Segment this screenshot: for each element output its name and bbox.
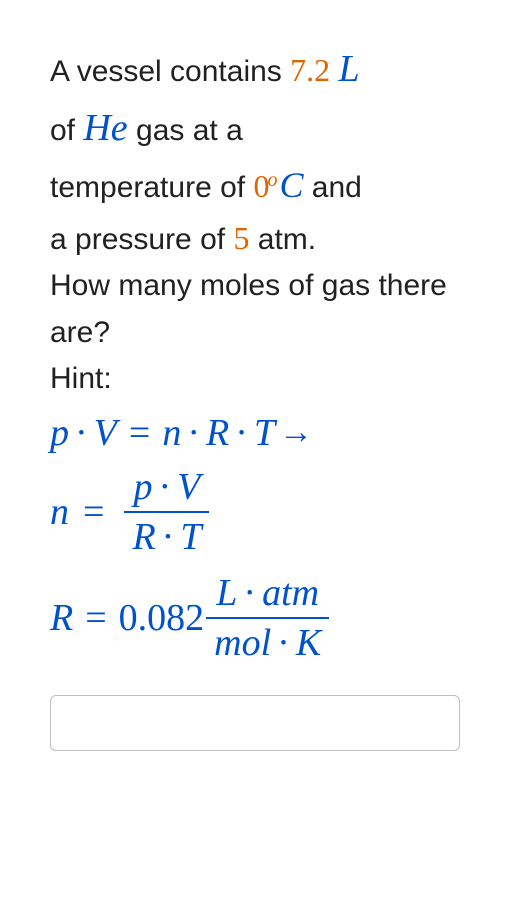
sym-p: p (50, 411, 69, 455)
sym-v: V (177, 466, 200, 508)
text-frag: of (50, 114, 83, 147)
unit-k: K (296, 622, 321, 664)
sym-n: n (50, 490, 69, 534)
sym-t: T (180, 516, 201, 558)
pressure-value: 5 (233, 220, 249, 256)
hint-label: Hint: (50, 362, 112, 395)
equals-op: = (73, 596, 118, 640)
temp-unit: C (279, 165, 303, 205)
equals-op: = (117, 411, 162, 455)
unit-atm: atm (262, 572, 319, 614)
text-frag: gas at a (128, 114, 243, 147)
equals-op: = (69, 490, 118, 534)
text-frag: A vessel contains (50, 55, 290, 88)
dot-op: · (237, 572, 262, 614)
text-frag: atm. (249, 223, 316, 256)
sym-r: R (206, 411, 229, 455)
sym-p: p (134, 466, 153, 508)
question-text: How many moles of gas there are? (50, 269, 447, 349)
dot-op: · (271, 622, 296, 664)
sym-t: T (254, 411, 275, 455)
dot-op: · (153, 466, 178, 508)
dot-op: · (181, 411, 206, 455)
unit-mol: mol (214, 622, 271, 664)
text-frag: and (303, 171, 361, 204)
problem-container: A vessel contains 7.2 L of He gas at a t… (0, 0, 522, 791)
sym-n: n (162, 411, 181, 455)
dot-op: · (69, 411, 94, 455)
sym-r: R (132, 516, 155, 558)
sym-v: V (94, 411, 117, 455)
volume-unit: L (338, 48, 359, 90)
problem-text: A vessel contains 7.2 L of He gas at a t… (50, 40, 482, 403)
dot-op: · (156, 516, 181, 558)
volume-value: 7.2 (290, 52, 330, 88)
text-frag: temperature of (50, 171, 253, 204)
text-frag: a pressure of (50, 223, 233, 256)
r-value: 0.082 (119, 596, 205, 640)
equation-ideal-gas: p · V = n · R · T → (50, 411, 482, 455)
sym-r: R (50, 596, 73, 640)
fraction-pv-rt: p·V R·T (124, 463, 209, 561)
arrow-op: → (275, 414, 313, 452)
gas-symbol: He (83, 107, 127, 149)
degree-symbol: o (267, 169, 277, 191)
dot-op: · (229, 411, 254, 455)
answer-input[interactable] (50, 695, 460, 751)
equation-r-constant: R = 0.082 L·atm mol·K (50, 569, 482, 667)
fraction-units: L·atm mol·K (206, 569, 329, 667)
equation-solve-n: n = p·V R·T (50, 463, 482, 561)
unit-l: L (216, 572, 237, 614)
